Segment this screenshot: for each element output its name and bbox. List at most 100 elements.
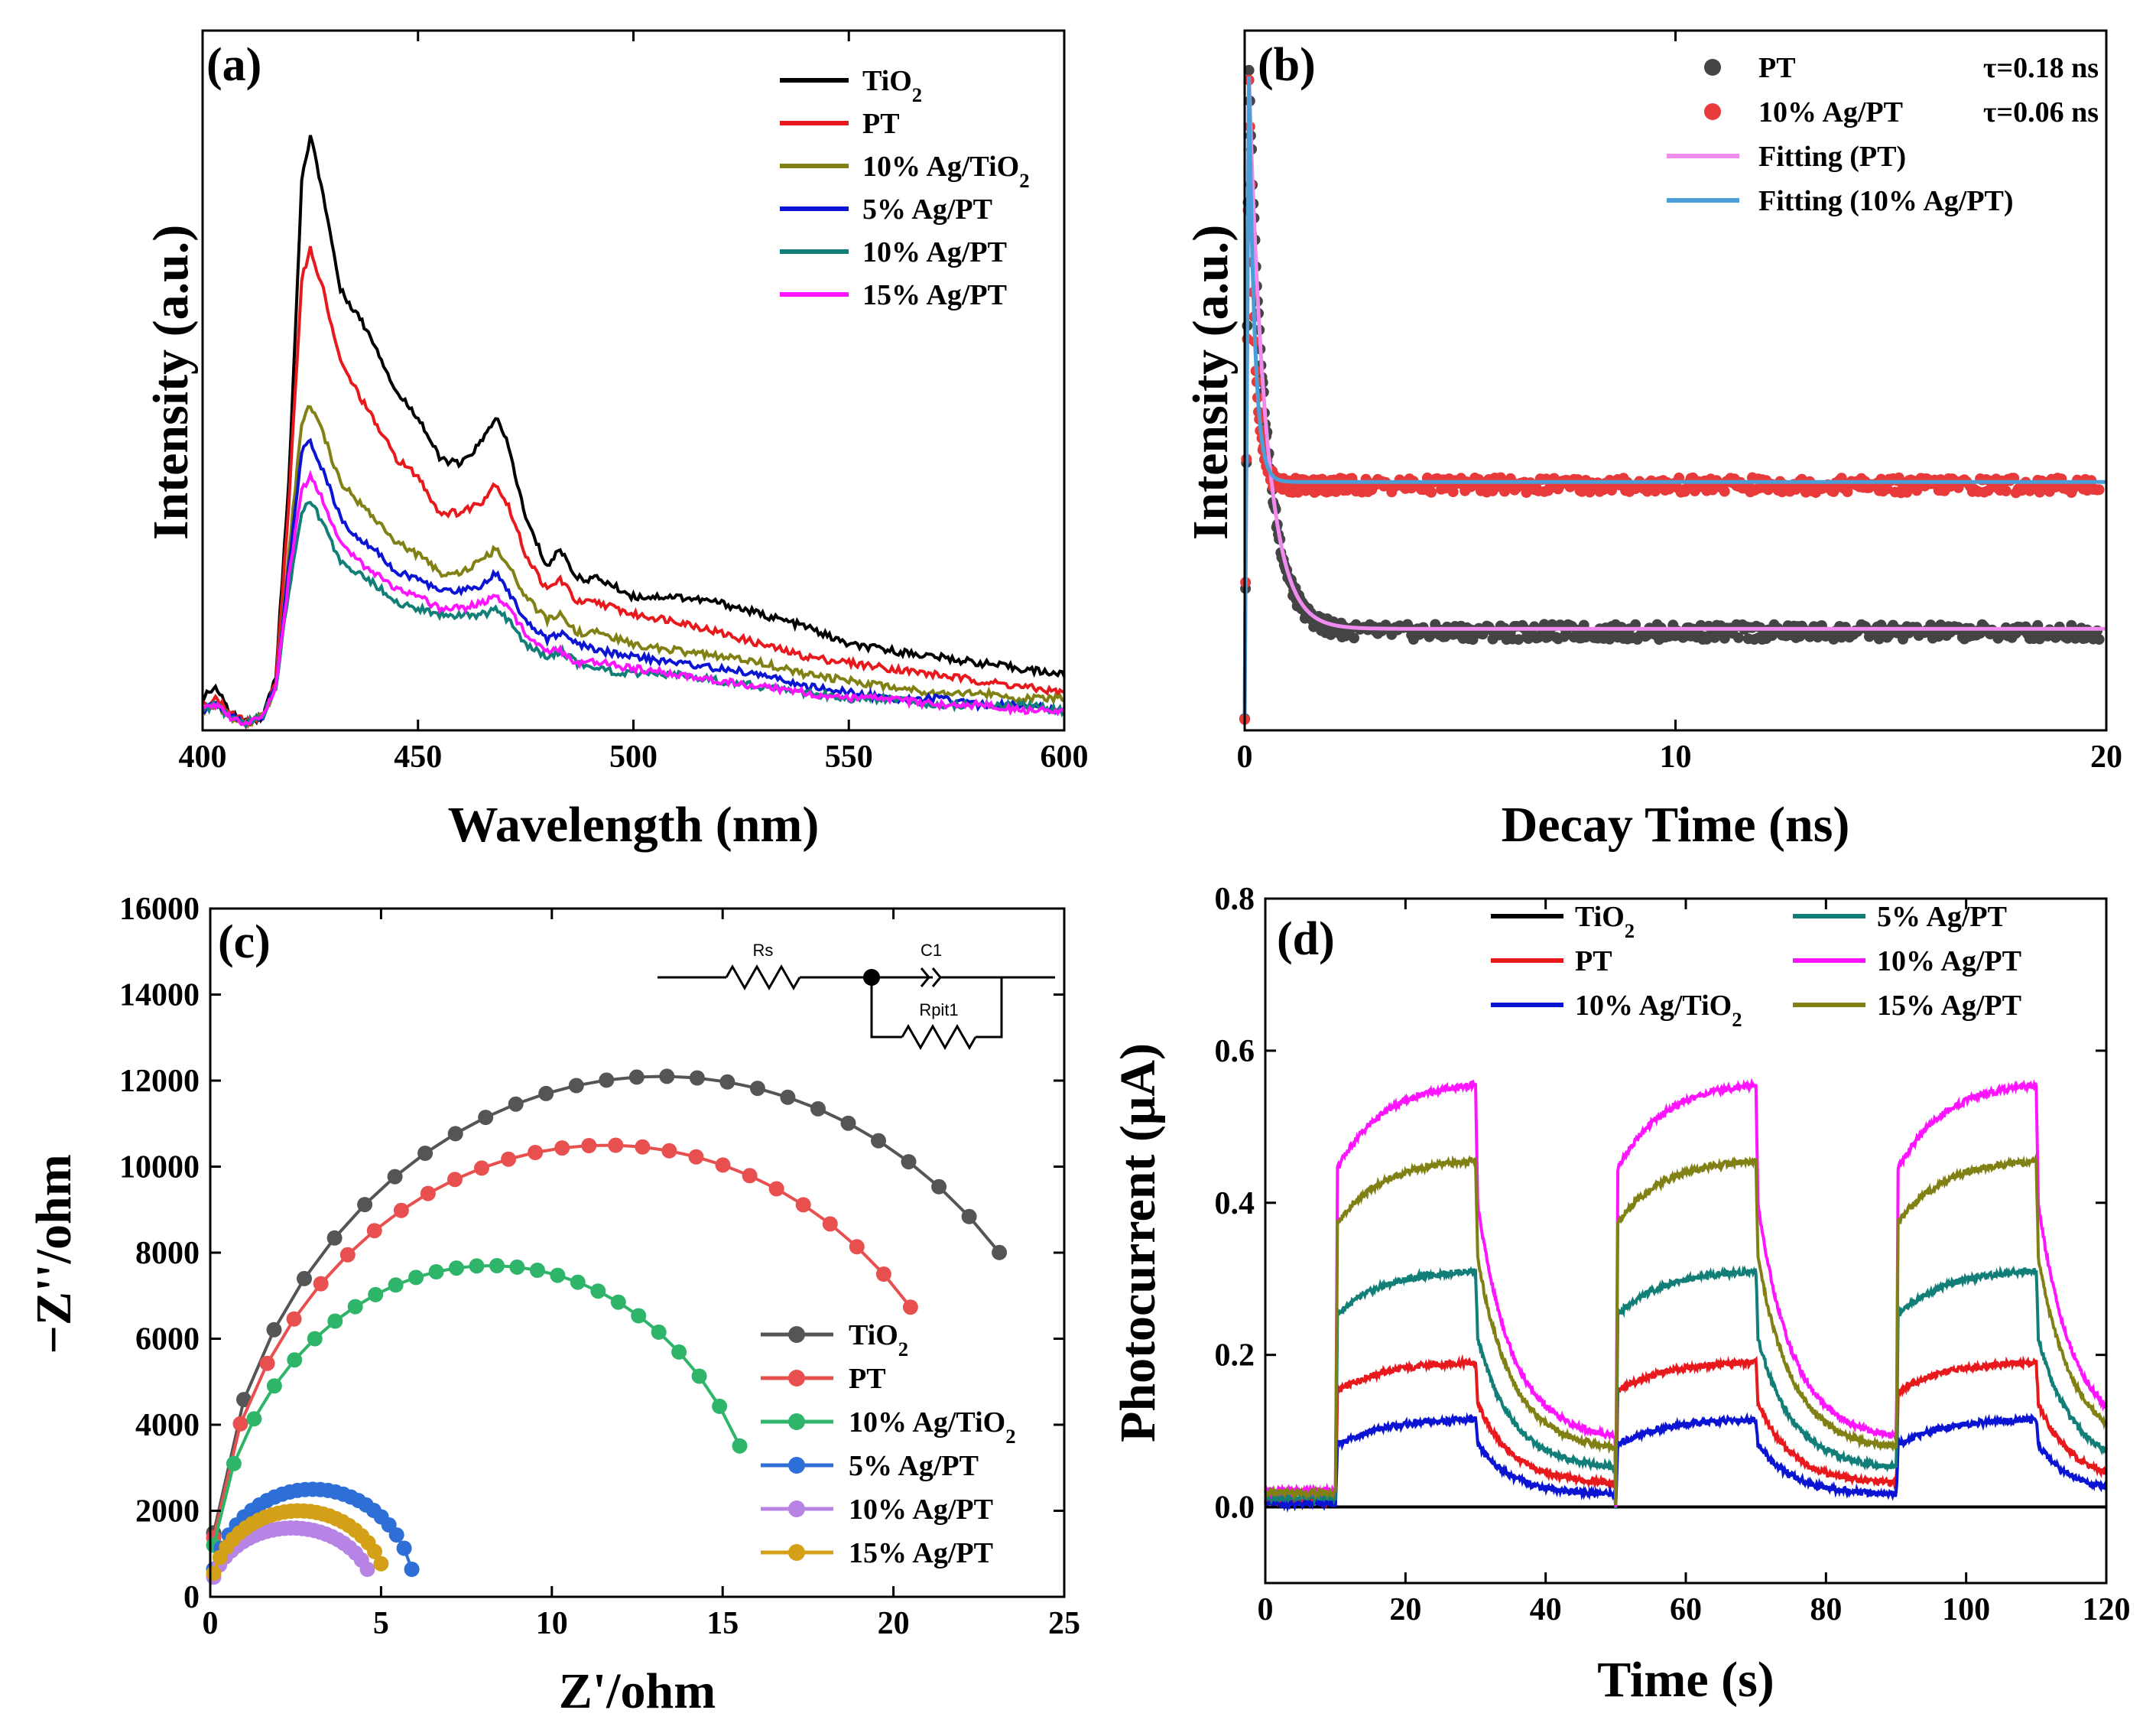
data-point — [387, 1169, 403, 1185]
series-line-15-ag-pt — [202, 470, 1066, 727]
data-point — [478, 1110, 494, 1126]
series-tio2 — [206, 1068, 1008, 1541]
data-point — [719, 1074, 735, 1090]
circuit-label-rpit1: Rpit1 — [919, 1000, 958, 1019]
panel-d-ytick-label: 0.4 — [1215, 1186, 1255, 1221]
panel-b-xtick-label: 0 — [1237, 740, 1253, 775]
resistor-rpit1 — [901, 1023, 977, 1051]
data-point — [393, 1202, 409, 1218]
panel-a: 400 450 500 550 600 (a) Wavelength (nm) Intensi… — [143, 29, 1089, 853]
data-point — [550, 1267, 566, 1283]
data-point — [871, 1133, 886, 1149]
data-point — [810, 1100, 826, 1117]
data-point — [359, 1562, 375, 1577]
data-point — [742, 1168, 758, 1184]
panel-c-xtick-label: 5 — [373, 1606, 389, 1641]
data-point — [366, 1223, 382, 1239]
data-point — [266, 1378, 282, 1394]
data-point — [608, 1137, 624, 1153]
data-point — [266, 1322, 282, 1338]
panel-b-xtick-label: 10 — [1660, 740, 1692, 775]
data-point — [373, 1556, 389, 1572]
panel-d-xtick-label: 80 — [1810, 1592, 1842, 1627]
data-point — [1719, 486, 1730, 497]
y-axis-label-d: Photocurrent (μA) — [1110, 1043, 1166, 1442]
data-point — [420, 1185, 436, 1201]
series-scatter-pt — [1239, 64, 2105, 724]
legend-item: PT — [862, 108, 900, 140]
data-point — [327, 1313, 343, 1329]
panel-c-ytick-label: 0 — [183, 1580, 200, 1615]
data-point — [469, 1258, 485, 1274]
panel-a-xtick-label: 400 — [179, 740, 227, 775]
series-line-pt — [1264, 1354, 2107, 1509]
circuit-wire — [870, 977, 902, 1039]
data-point — [581, 1138, 597, 1153]
data-point — [840, 1115, 856, 1131]
panel-d-ytick-label: 0.2 — [1215, 1338, 1255, 1374]
panel-c-ytick-label: 10000 — [119, 1150, 200, 1185]
data-point — [635, 1139, 651, 1155]
legend-item: PT — [849, 1363, 886, 1395]
data-point — [554, 1140, 570, 1156]
panel-d-xtick-label: 20 — [1389, 1592, 1421, 1627]
data-point — [712, 1398, 728, 1414]
legend-item: 15% Ag/PT — [862, 279, 1007, 311]
panel-a-frame — [201, 29, 1066, 732]
data-point — [286, 1311, 302, 1327]
data-point — [992, 1244, 1008, 1260]
legend-item: 10% Ag/PT — [849, 1494, 993, 1526]
data-point — [780, 1089, 796, 1105]
data-point — [404, 1562, 420, 1577]
data-point — [768, 1181, 784, 1197]
data-point — [226, 1455, 242, 1471]
data-point — [388, 1277, 404, 1293]
y-axis-label-a: Intensity (a.u.) — [143, 225, 199, 541]
panel-c-ytick-label: 14000 — [119, 978, 200, 1013]
legend-item: 10% Ag/TiO2 — [849, 1406, 1015, 1448]
data-point — [2000, 486, 2012, 496]
data-point — [610, 1294, 626, 1310]
legend-item: 5% Ag/PT — [1877, 901, 2007, 933]
legend-item: 10% Ag/PT — [862, 236, 1007, 268]
panel-c-ytick-label: 6000 — [135, 1322, 200, 1357]
data-point — [849, 1239, 865, 1255]
panel-d-ytick-label: 0.6 — [1215, 1034, 1255, 1069]
legend-marker — [788, 1326, 805, 1343]
data-point — [875, 1266, 891, 1282]
legend-tau: τ=0.06 ns — [1983, 96, 2099, 128]
data-point — [732, 1438, 748, 1454]
legend-item: 10% Ag/PT — [1877, 945, 2021, 977]
legend-marker — [788, 1544, 805, 1561]
data-point — [902, 1299, 918, 1315]
panel-d: 0 20 40 60 80 100 120 0.0 0.2 0.4 0.6 0.8 (d) Time (s… — [1110, 882, 2131, 1708]
data-point — [688, 1149, 704, 1165]
data-point — [388, 1527, 404, 1543]
cpe-c1 — [920, 967, 930, 987]
data-point — [715, 1157, 731, 1173]
data-point — [651, 1324, 667, 1340]
panel-c-ytick-label: 8000 — [135, 1236, 200, 1271]
panel-d-xtick-label: 60 — [1670, 1592, 1702, 1627]
panel-c-ytick-label: 16000 — [119, 892, 200, 927]
panel-b-xtick-label: 20 — [2090, 740, 2122, 775]
panel-b: 0 10 20 (b) Decay Time (ns) Intensity (a.u.) P… — [1183, 29, 2122, 853]
circuit-wire — [976, 977, 1003, 1039]
data-point — [206, 1565, 222, 1582]
panel-d-ytick-label: 0.8 — [1215, 882, 1255, 917]
series-line-5-ag-pt — [1264, 1265, 2108, 1509]
data-point — [689, 1070, 705, 1086]
data-point — [347, 1299, 363, 1315]
circuit-label-c1: C1 — [921, 941, 942, 960]
data-point — [307, 1331, 323, 1347]
data-point — [2093, 634, 2105, 645]
panel-d-xtick-label: 40 — [1530, 1592, 1562, 1627]
data-point — [1719, 632, 1730, 644]
fit-line-fitting-pt- — [1242, 76, 2106, 716]
series-15-ag-pt — [206, 1503, 389, 1582]
legend-item: 15% Ag/PT — [1877, 990, 2021, 1022]
panel-c-ytick-label: 2000 — [135, 1494, 200, 1530]
legend-marker — [788, 1457, 805, 1474]
cpe-c1 — [931, 967, 942, 987]
legend-item: 10% Ag/TiO2 — [1575, 990, 1742, 1031]
